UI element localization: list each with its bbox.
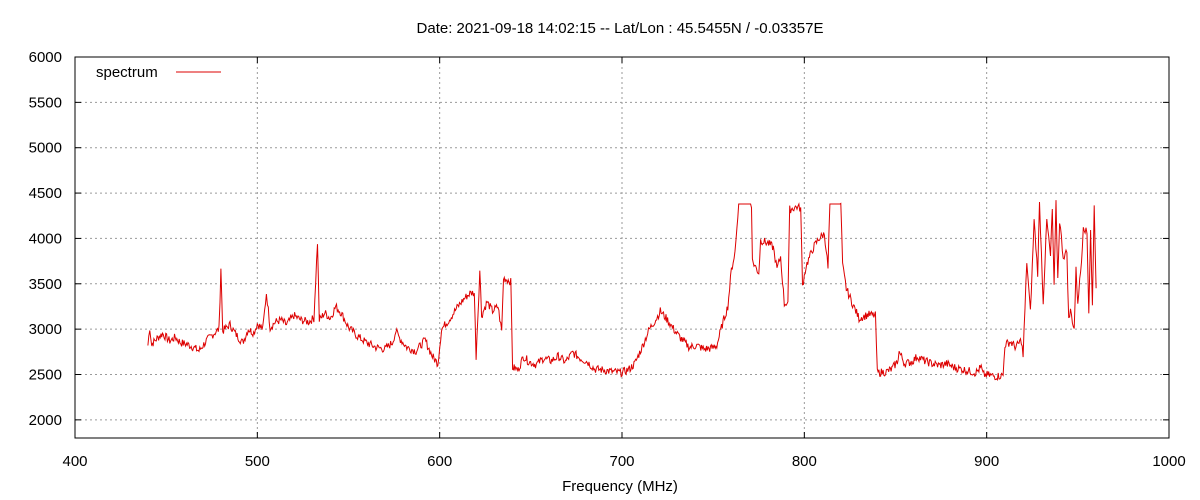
y-tick-label: 5000 (29, 140, 62, 157)
x-tick-label: 800 (792, 453, 817, 470)
y-tick-label: 3000 (29, 321, 62, 338)
y-tick-label: 4500 (29, 185, 62, 202)
x-tick-label: 500 (245, 453, 270, 470)
x-tick-label: 1000 (1152, 453, 1185, 470)
x-axis-label: Frequency (MHz) (562, 478, 678, 495)
y-axis-ticks: 2000 2500 3000 3500 4000 4500 5000 5500 6000 (29, 49, 1169, 429)
y-tick-label: 6000 (29, 49, 62, 66)
x-tick-label: 600 (427, 453, 452, 470)
y-tick-label: 3500 (29, 276, 62, 293)
legend-label-spectrum: spectrum (96, 64, 158, 81)
y-tick-label: 5500 (29, 94, 62, 111)
legend: spectrum (96, 64, 221, 81)
x-tick-label: 400 (62, 453, 87, 470)
y-tick-label: 2500 (29, 367, 62, 384)
spectrum-series-line (147, 200, 1097, 382)
chart-title: Date: 2021-09-18 14:02:15 -- Lat/Lon : 4… (417, 20, 824, 37)
plot-frame (74, 56, 1170, 439)
y-tick-label: 4000 (29, 230, 62, 247)
grid-lines (75, 56, 1169, 438)
y-tick-label: 2000 (29, 412, 62, 429)
x-axis-ticks: 400 500 600 700 800 900 1000 (62, 57, 1186, 470)
x-tick-label: 900 (974, 453, 999, 470)
x-tick-label: 700 (609, 453, 634, 470)
